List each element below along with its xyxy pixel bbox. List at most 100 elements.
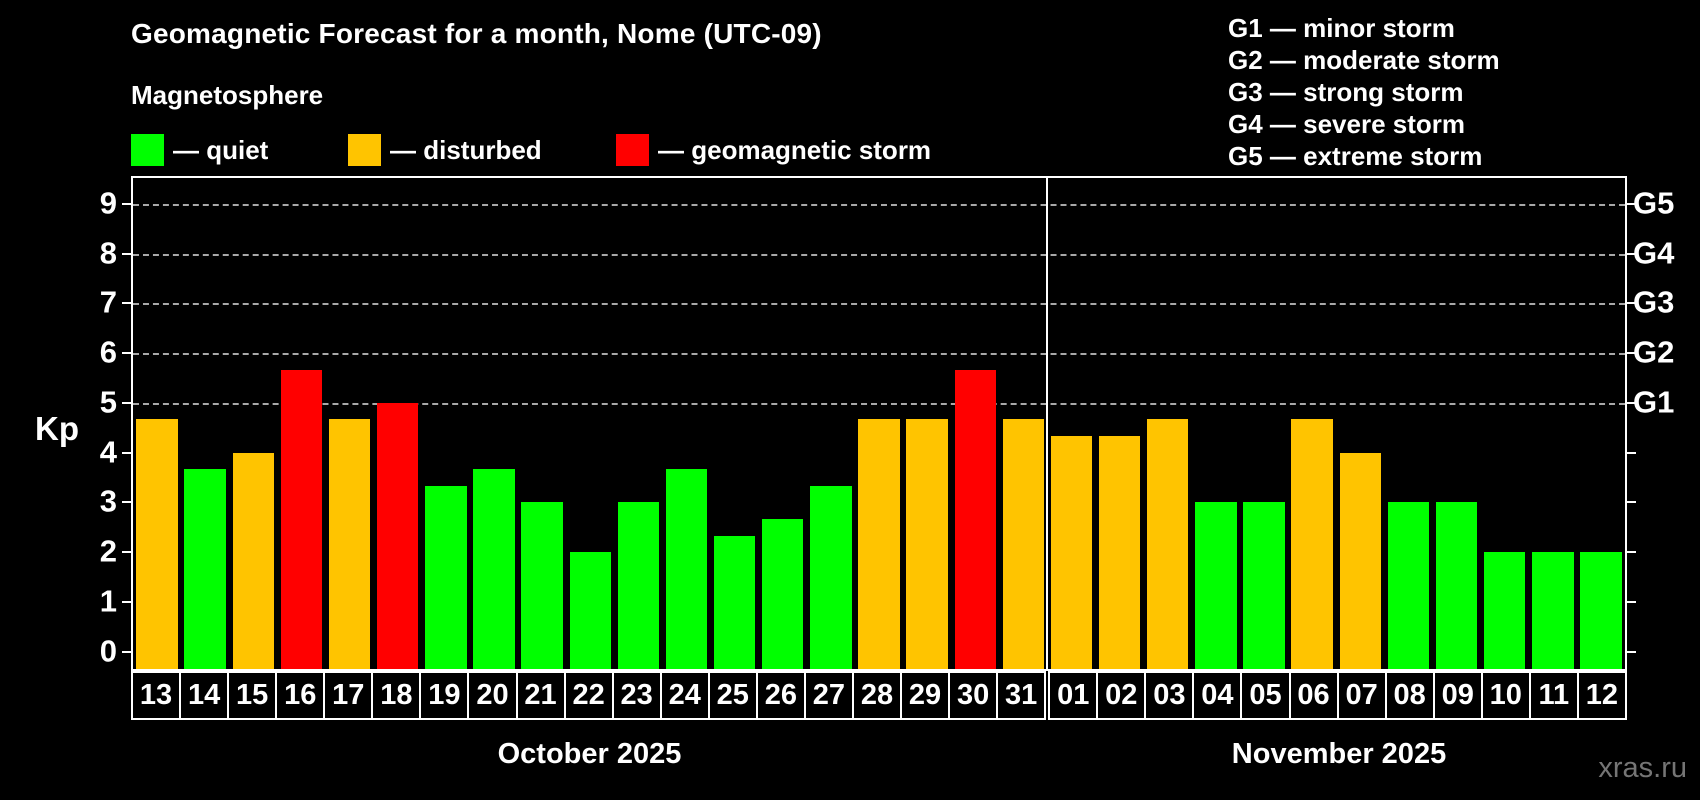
legend-item-quiet: — quiet bbox=[131, 133, 268, 167]
g-axis-tick-label: G5 bbox=[1633, 185, 1675, 221]
g-axis-tick-label: G3 bbox=[1633, 284, 1675, 320]
gridline-kp6 bbox=[133, 353, 1625, 356]
kp-bar-day-20 bbox=[473, 469, 515, 669]
g-axis-tick bbox=[1627, 252, 1636, 255]
kp-bar-day-30 bbox=[954, 369, 996, 669]
y-axis-tick bbox=[122, 252, 131, 255]
kp-bar-day-16 bbox=[280, 369, 323, 669]
kp-axis-label: Kp bbox=[35, 410, 79, 447]
gridline-kp5 bbox=[133, 402, 1625, 405]
y-axis-tick-label: 1 bbox=[99, 583, 117, 619]
month-separator-line bbox=[1046, 178, 1049, 669]
kp-bar-day-24 bbox=[665, 469, 708, 669]
legend-label-quiet: — quiet bbox=[173, 134, 269, 165]
g-axis-tick-label: G1 bbox=[1633, 384, 1675, 420]
g-scale-item-g3: G3 — strong storm bbox=[1228, 77, 1464, 107]
date-cell-22: 22 bbox=[563, 671, 614, 720]
g-scale-item-g5: G5 — extreme storm bbox=[1228, 141, 1483, 171]
kp-bar-day-17 bbox=[328, 419, 371, 669]
y-axis-tick bbox=[122, 401, 131, 404]
y-axis-tick-label: 5 bbox=[99, 384, 117, 420]
kp-bar-day-10 bbox=[1483, 552, 1526, 669]
y-axis-tick bbox=[122, 202, 131, 205]
date-cell-03: 03 bbox=[1144, 671, 1195, 720]
month-label-october: October 2025 bbox=[497, 738, 682, 770]
date-cell-16: 16 bbox=[275, 671, 326, 720]
kp-bar-day-27 bbox=[810, 485, 852, 669]
legend-label-disturbed: — disturbed bbox=[390, 134, 542, 165]
g-axis-tick bbox=[1627, 302, 1636, 305]
kp-bar-day-18 bbox=[377, 402, 419, 669]
date-cell-28: 28 bbox=[851, 671, 902, 720]
g-scale-item-g2: G2 — moderate storm bbox=[1228, 45, 1500, 75]
g-axis-tick bbox=[1627, 501, 1636, 504]
chart-subtitle: Magnetosphere bbox=[131, 80, 324, 110]
date-cell-19: 19 bbox=[419, 671, 470, 720]
gridline-kp9 bbox=[133, 203, 1625, 206]
watermark: xras.ru bbox=[1598, 752, 1687, 784]
kp-bar-day-06 bbox=[1291, 419, 1333, 669]
kp-bar-day-26 bbox=[762, 518, 804, 669]
g-scale-item-g4: G4 — severe storm bbox=[1228, 109, 1466, 139]
g-axis-tick bbox=[1627, 401, 1636, 404]
date-cell-17: 17 bbox=[323, 671, 374, 720]
date-cell-26: 26 bbox=[755, 671, 806, 720]
y-axis-tick bbox=[122, 600, 131, 603]
date-cell-06: 06 bbox=[1288, 671, 1339, 720]
date-cell-04: 04 bbox=[1192, 671, 1243, 720]
date-cell-10: 10 bbox=[1480, 671, 1531, 720]
storm-color-swatch bbox=[616, 134, 649, 166]
kp-bar-day-29 bbox=[906, 419, 948, 669]
kp-bar-day-07 bbox=[1339, 452, 1381, 669]
g-axis-tick-label: G4 bbox=[1633, 234, 1675, 270]
kp-bar-day-23 bbox=[617, 502, 660, 669]
y-axis-tick-label: 2 bbox=[99, 533, 117, 569]
y-axis-tick bbox=[122, 650, 131, 653]
date-cell-18: 18 bbox=[371, 671, 422, 720]
date-cell-08: 08 bbox=[1384, 671, 1435, 720]
legend-item-storm: — geomagnetic storm bbox=[616, 133, 931, 167]
g-axis-tick bbox=[1627, 352, 1636, 355]
y-axis-tick-label: 3 bbox=[99, 483, 117, 519]
kp-bar-day-22 bbox=[569, 552, 611, 669]
date-cell-07: 07 bbox=[1336, 671, 1387, 720]
y-axis-tick bbox=[122, 352, 131, 355]
date-cell-05: 05 bbox=[1240, 671, 1291, 720]
y-axis-tick-label: 6 bbox=[99, 334, 117, 370]
date-axis: 13 14 15 16 17 18 19 20 21 22 23 24 25 26 27 28 29 30 31 01… bbox=[131, 671, 1627, 720]
date-cell-24: 24 bbox=[659, 671, 710, 720]
date-cell-31: 31 bbox=[996, 671, 1047, 720]
y-axis-tick bbox=[122, 451, 131, 454]
y-axis-tick bbox=[122, 551, 131, 554]
date-cell-02: 02 bbox=[1096, 671, 1147, 720]
date-cell-15: 15 bbox=[227, 671, 278, 720]
date-cell-12: 12 bbox=[1576, 671, 1627, 720]
legend-label-storm: — geomagnetic storm bbox=[658, 134, 932, 165]
y-axis-tick bbox=[122, 501, 131, 504]
kp-bar-day-28 bbox=[858, 419, 900, 669]
kp-bar-day-31 bbox=[1002, 419, 1045, 669]
g-axis-tick-label: G2 bbox=[1633, 334, 1675, 370]
kp-bar-day-08 bbox=[1387, 502, 1430, 669]
gridline-kp7 bbox=[133, 303, 1625, 306]
date-cell-09: 09 bbox=[1432, 671, 1483, 720]
date-cell-23: 23 bbox=[611, 671, 662, 720]
kp-bar-day-12 bbox=[1580, 552, 1622, 669]
date-cell-13: 13 bbox=[131, 671, 182, 720]
y-axis-tick-label: 9 bbox=[99, 185, 117, 221]
kp-bar-day-19 bbox=[425, 485, 467, 669]
gridline-kp8 bbox=[133, 253, 1625, 256]
kp-bar-day-11 bbox=[1532, 552, 1574, 669]
kp-bar-day-04 bbox=[1195, 502, 1237, 669]
date-cell-30: 30 bbox=[948, 671, 999, 720]
page-title: Geomagnetic Forecast for a month, Nome (… bbox=[131, 18, 822, 49]
kp-bar-day-02 bbox=[1098, 436, 1141, 669]
kp-bar-day-15 bbox=[232, 452, 275, 669]
kp-bar-day-01 bbox=[1050, 436, 1093, 669]
g-scale-legend: G1 — minor storm G2 — moderate storm G3 … bbox=[1228, 12, 1500, 172]
y-axis-tick-label: 7 bbox=[99, 284, 117, 320]
date-cell-14: 14 bbox=[179, 671, 230, 720]
y-axis-tick-label: 4 bbox=[99, 433, 117, 469]
date-cell-27: 27 bbox=[803, 671, 854, 720]
